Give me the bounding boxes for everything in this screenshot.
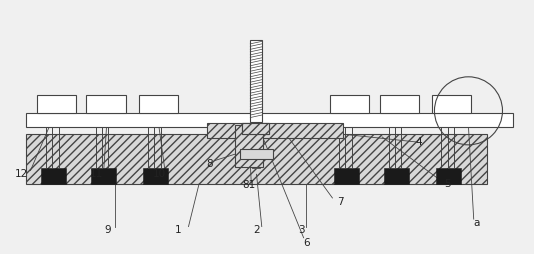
Bar [330, 95, 369, 113]
Text: 11: 11 [90, 169, 104, 179]
Bar [242, 122, 269, 134]
Text: 1: 1 [175, 225, 182, 235]
Text: 8: 8 [206, 159, 213, 169]
Bar [384, 168, 409, 184]
Text: 4: 4 [415, 137, 422, 147]
Text: 9: 9 [104, 225, 111, 235]
Text: 3: 3 [297, 225, 304, 235]
Bar [139, 95, 178, 113]
Bar [432, 95, 471, 113]
Text: 6: 6 [303, 238, 310, 248]
Bar [26, 113, 513, 127]
Bar [242, 122, 269, 134]
Text: 12: 12 [14, 169, 28, 179]
Bar [250, 40, 262, 122]
Text: 2: 2 [253, 225, 260, 235]
Bar [240, 149, 273, 159]
Bar [252, 159, 260, 168]
Bar [436, 168, 461, 184]
Bar [41, 168, 66, 184]
Bar [91, 168, 116, 184]
Bar [37, 95, 76, 113]
Text: 10: 10 [153, 169, 166, 179]
Bar [143, 168, 168, 184]
Text: 81: 81 [242, 181, 255, 190]
Bar [26, 134, 487, 184]
Bar [334, 168, 359, 184]
Bar [380, 95, 419, 113]
Bar [87, 95, 125, 113]
Text: 5: 5 [444, 179, 451, 189]
Text: 7: 7 [337, 197, 343, 207]
Text: a: a [473, 218, 480, 228]
Bar [234, 124, 263, 167]
Bar [207, 123, 343, 138]
